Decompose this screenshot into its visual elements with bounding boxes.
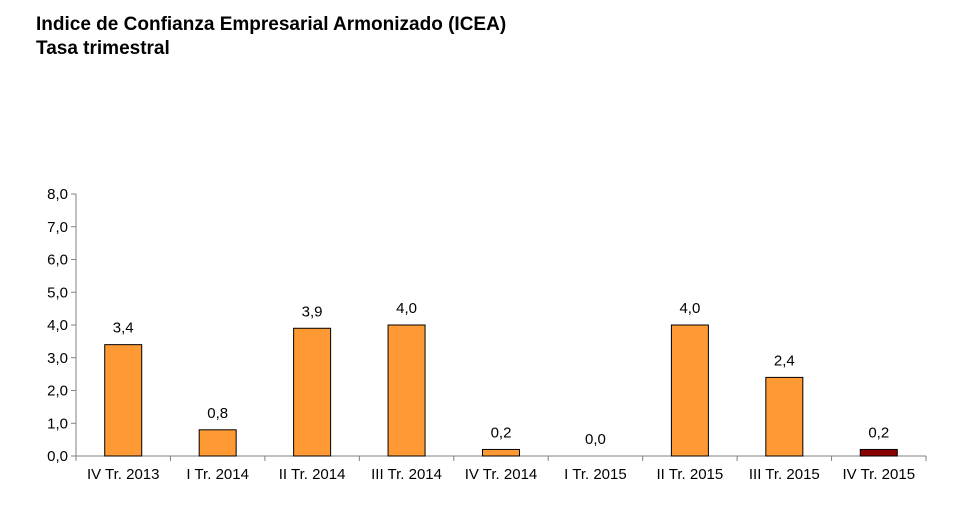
y-tick-label: 1,0 [47, 415, 68, 432]
bar [859, 448, 898, 457]
category-label: IV Tr. 2014 [465, 466, 538, 483]
bar [670, 324, 709, 457]
y-tick-label: 0,0 [47, 448, 68, 465]
data-label: 3,4 [113, 320, 134, 337]
data-label: 0,2 [491, 424, 512, 441]
chart-title: Indice de Confianza Empresarial Armoniza… [36, 14, 507, 35]
y-tick-label: 7,0 [47, 219, 68, 236]
category-label: I Tr. 2014 [186, 466, 249, 483]
category-label: IV Tr. 2015 [843, 466, 916, 483]
category-label: II Tr. 2015 [657, 466, 724, 483]
y-tick-label: 3,0 [47, 350, 68, 367]
category-label: III Tr. 2015 [749, 466, 820, 483]
category-label: I Tr. 2015 [564, 466, 627, 483]
data-label: 4,0 [679, 300, 700, 317]
y-tick-label: 5,0 [47, 284, 68, 301]
category-label: IV Tr. 2013 [87, 466, 160, 483]
y-tick-label: 4,0 [47, 317, 68, 334]
y-tick-label: 2,0 [47, 383, 68, 400]
category-label: III Tr. 2014 [371, 466, 442, 483]
data-label: 0,0 [585, 431, 606, 448]
bar [765, 376, 804, 457]
category-label: II Tr. 2014 [279, 466, 346, 483]
y-tick-label: 8,0 [47, 186, 68, 203]
data-label: 0,8 [207, 405, 228, 422]
bar [482, 448, 520, 457]
y-tick-label: 6,0 [47, 252, 68, 269]
bar [104, 344, 143, 457]
data-label: 4,0 [396, 300, 417, 317]
bar [293, 327, 332, 457]
data-label: 0,2 [868, 424, 889, 441]
bar [198, 429, 237, 457]
chart-subtitle: Tasa trimestral [36, 38, 170, 59]
data-label: 3,9 [302, 303, 323, 320]
bar [387, 324, 426, 457]
data-label: 2,4 [774, 352, 795, 369]
